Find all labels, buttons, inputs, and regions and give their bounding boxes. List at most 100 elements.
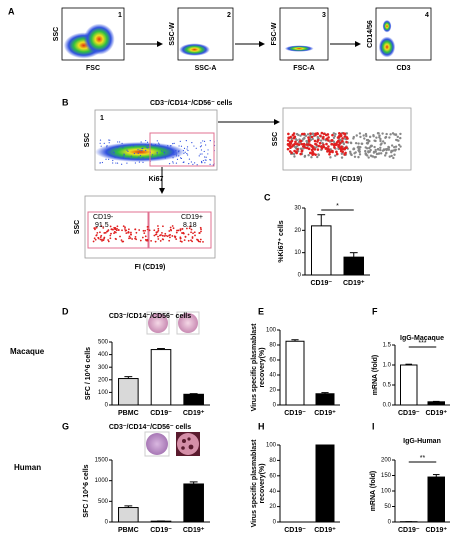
flow-dot	[352, 137, 355, 140]
flow-dot	[157, 229, 160, 232]
flow-dot	[154, 233, 157, 236]
y-axis-label: SSC	[53, 27, 60, 41]
flow-dot	[313, 139, 317, 143]
y-axis-label: FSC-W	[271, 22, 278, 45]
flow-dot	[204, 162, 206, 164]
x-axis-label: FI (CD19)	[332, 176, 363, 183]
flow-dot	[163, 151, 165, 153]
flow-dot	[123, 145, 125, 147]
flow-dot	[205, 144, 207, 146]
flow-dot	[185, 140, 187, 142]
y-axis-label: SSC-W	[169, 22, 176, 46]
flow-dot	[200, 160, 203, 163]
flow-dot	[287, 132, 290, 136]
flow-dot	[102, 239, 105, 242]
flow-dot	[317, 138, 320, 142]
flow-dot	[343, 135, 347, 138]
flow-dot	[115, 229, 118, 232]
flow-dot	[106, 145, 108, 147]
flow-dot	[142, 161, 144, 163]
flow-dot	[164, 156, 166, 158]
flow-dot	[175, 162, 178, 164]
flow-dot	[396, 135, 399, 139]
flow-dot	[99, 238, 102, 241]
y-tick-label: 0	[105, 403, 109, 409]
flow-dot	[320, 131, 324, 135]
flow-dot	[129, 237, 132, 239]
flow-dot	[193, 231, 196, 234]
flow-dot	[199, 240, 202, 243]
y-axis-label: SFC / 10^6 cells	[84, 347, 92, 400]
gate-number: 2	[227, 12, 231, 19]
flow-dot	[388, 155, 391, 158]
flow-dot	[291, 133, 295, 137]
flow-dot	[121, 142, 123, 144]
flow-dot	[169, 226, 172, 229]
panel-letter: F	[372, 306, 378, 316]
flow-dot	[319, 139, 323, 142]
flow-dot	[176, 158, 179, 160]
y-tick-label: 500	[98, 499, 109, 505]
flow-dot	[207, 153, 209, 155]
flow-dot	[123, 153, 125, 155]
x-axis-label: FSC	[86, 65, 100, 72]
flow-dot	[309, 132, 312, 135]
gate-label: CD19+	[181, 214, 203, 221]
bar	[427, 401, 445, 406]
flow-dot	[397, 148, 401, 151]
flow-dot	[100, 234, 103, 237]
flow-dot	[317, 144, 321, 148]
flow-dot	[99, 142, 101, 144]
bar	[400, 364, 418, 406]
flow-dot	[130, 233, 132, 236]
y-axis-label: mRNA (fold)	[372, 355, 379, 396]
flow-dot	[290, 151, 293, 155]
flow-dot	[322, 145, 326, 149]
gate-label: 91.5	[95, 222, 109, 229]
y-tick-label: 30	[294, 206, 301, 212]
flow-dot	[378, 136, 381, 139]
flow-dot	[357, 155, 360, 159]
x-axis-label: Ki67	[149, 176, 164, 183]
flow-dot	[299, 139, 303, 143]
y-axis-label: %Ki67⁺ cells	[278, 220, 285, 262]
flow-dot	[166, 235, 169, 238]
flow-dot	[369, 148, 372, 152]
flow-dot	[126, 149, 128, 151]
flow-dot	[112, 162, 114, 164]
flow-dot	[99, 236, 102, 239]
flow-plot-frame	[279, 7, 329, 61]
flow-dot	[164, 232, 167, 235]
flow-dot	[135, 231, 138, 234]
flow-dot	[175, 231, 178, 234]
flow-dot	[172, 157, 174, 159]
y-tick-label: 40	[269, 373, 276, 379]
flow-dot	[331, 150, 334, 154]
flow-dot	[156, 153, 158, 155]
flow-dot	[117, 141, 119, 143]
flow-dot	[325, 137, 328, 141]
flow-dot	[357, 142, 360, 145]
y-axis-label: SSC	[272, 132, 279, 146]
bar	[315, 393, 335, 406]
flow-dot	[375, 136, 378, 139]
flow-dot	[303, 154, 307, 158]
flow-dot	[122, 156, 124, 158]
flow-dot	[173, 153, 175, 156]
flow-dot	[133, 152, 135, 155]
flow-dot	[373, 139, 376, 142]
flow-dot	[200, 228, 202, 231]
flow-dot	[183, 152, 185, 154]
x-tick-label: CD19⁻	[284, 410, 306, 417]
flow-dot	[172, 161, 174, 163]
flow-dot	[184, 236, 187, 238]
flow-dot	[186, 148, 188, 150]
y-tick-label: 100	[266, 443, 277, 449]
flow-dot	[300, 149, 304, 152]
flow-dot	[124, 229, 127, 232]
flow-dot	[151, 154, 154, 156]
y-tick-label: 500	[98, 340, 109, 346]
flow-dot	[293, 145, 296, 148]
flow-dot	[322, 135, 325, 139]
flow-dot	[153, 229, 156, 232]
